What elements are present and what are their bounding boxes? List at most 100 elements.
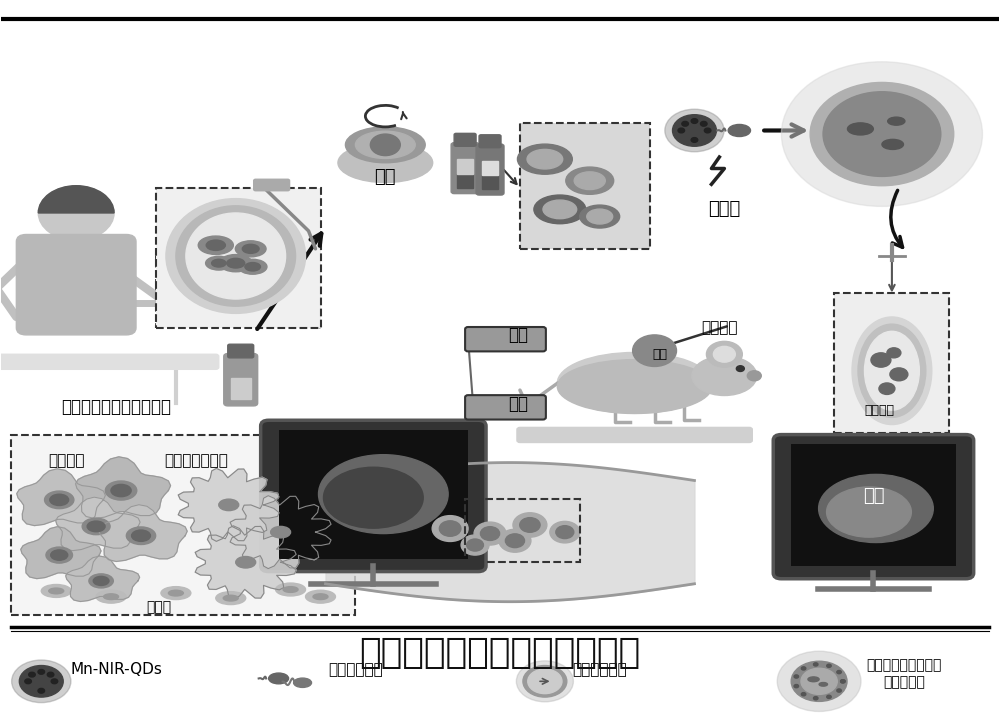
Ellipse shape: [245, 263, 260, 271]
FancyBboxPatch shape: [476, 144, 504, 195]
Circle shape: [890, 368, 908, 381]
Circle shape: [691, 138, 698, 143]
FancyBboxPatch shape: [791, 444, 956, 566]
Text: 肿瘤: 肿瘤: [337, 336, 360, 355]
Ellipse shape: [126, 527, 156, 544]
Circle shape: [823, 91, 941, 176]
Ellipse shape: [269, 673, 289, 684]
Polygon shape: [17, 469, 105, 526]
Ellipse shape: [105, 481, 137, 500]
Circle shape: [713, 346, 735, 362]
FancyBboxPatch shape: [156, 188, 320, 328]
Ellipse shape: [235, 240, 266, 257]
Circle shape: [781, 62, 982, 207]
Circle shape: [38, 670, 45, 674]
Ellipse shape: [323, 467, 423, 528]
Circle shape: [813, 697, 818, 700]
Circle shape: [691, 119, 698, 123]
Text: 体液（外周血，唾液等）: 体液（外周血，唾液等）: [61, 397, 171, 415]
FancyBboxPatch shape: [482, 175, 498, 189]
Ellipse shape: [543, 200, 577, 219]
FancyBboxPatch shape: [0, 354, 219, 369]
Ellipse shape: [168, 590, 183, 596]
FancyBboxPatch shape: [482, 161, 498, 175]
Text: 肿瘤细胞: 肿瘤细胞: [48, 453, 84, 468]
Circle shape: [499, 529, 531, 552]
Text: 用于肿瘤诊疗的双向示踪平台: 用于肿瘤诊疗的双向示踪平台: [359, 636, 641, 670]
Ellipse shape: [87, 521, 105, 532]
Ellipse shape: [271, 526, 291, 538]
Circle shape: [841, 680, 845, 683]
Circle shape: [516, 661, 573, 702]
Polygon shape: [195, 526, 296, 599]
Ellipse shape: [212, 259, 226, 267]
Text: 磁铁: 磁铁: [508, 326, 528, 344]
Circle shape: [871, 353, 891, 367]
Wedge shape: [38, 186, 114, 213]
Ellipse shape: [276, 583, 306, 596]
Ellipse shape: [238, 259, 267, 274]
Circle shape: [801, 667, 806, 670]
Circle shape: [474, 522, 506, 545]
Circle shape: [467, 539, 483, 551]
Circle shape: [706, 341, 742, 367]
Circle shape: [810, 82, 954, 186]
Ellipse shape: [566, 167, 614, 194]
FancyBboxPatch shape: [254, 179, 290, 191]
Ellipse shape: [858, 324, 926, 418]
Ellipse shape: [45, 491, 74, 508]
Text: 离心: 离心: [375, 168, 396, 186]
Circle shape: [47, 672, 54, 677]
Polygon shape: [230, 495, 331, 569]
Ellipse shape: [313, 594, 328, 600]
FancyBboxPatch shape: [465, 395, 546, 420]
Ellipse shape: [216, 592, 246, 605]
Circle shape: [29, 672, 35, 677]
Polygon shape: [178, 469, 279, 541]
Circle shape: [794, 685, 799, 688]
Text: 静脉注射: 静脉注射: [864, 404, 894, 417]
Ellipse shape: [41, 585, 71, 598]
Ellipse shape: [557, 360, 712, 413]
Ellipse shape: [338, 143, 433, 182]
Text: 近红外线: 近红外线: [701, 320, 738, 336]
Ellipse shape: [104, 594, 119, 600]
Circle shape: [673, 114, 716, 146]
Circle shape: [827, 664, 831, 667]
Ellipse shape: [51, 550, 68, 560]
Ellipse shape: [206, 256, 232, 270]
Ellipse shape: [819, 474, 933, 543]
Ellipse shape: [692, 356, 757, 395]
Circle shape: [801, 693, 806, 696]
FancyBboxPatch shape: [64, 231, 88, 246]
Ellipse shape: [82, 518, 110, 535]
Circle shape: [520, 518, 540, 532]
FancyBboxPatch shape: [261, 420, 486, 572]
Ellipse shape: [166, 199, 306, 313]
Ellipse shape: [242, 244, 259, 253]
Circle shape: [370, 134, 400, 156]
Ellipse shape: [882, 140, 903, 150]
Polygon shape: [66, 556, 140, 601]
Ellipse shape: [283, 587, 298, 593]
Circle shape: [38, 186, 114, 240]
FancyBboxPatch shape: [454, 133, 476, 146]
Ellipse shape: [827, 487, 911, 537]
Circle shape: [813, 663, 818, 666]
Circle shape: [747, 371, 761, 381]
Ellipse shape: [219, 499, 239, 510]
Ellipse shape: [198, 236, 233, 254]
Ellipse shape: [580, 205, 620, 228]
FancyBboxPatch shape: [520, 123, 650, 249]
Ellipse shape: [345, 127, 425, 163]
FancyBboxPatch shape: [457, 174, 473, 188]
Text: 肿瘤: 肿瘤: [652, 348, 667, 361]
Text: 治疗基因片段: 治疗基因片段: [328, 662, 383, 678]
FancyBboxPatch shape: [834, 293, 949, 433]
Circle shape: [51, 679, 58, 684]
Ellipse shape: [728, 125, 751, 137]
Ellipse shape: [111, 485, 131, 497]
Circle shape: [794, 675, 799, 678]
FancyBboxPatch shape: [224, 354, 258, 406]
Text: 肿瘤: 肿瘤: [863, 487, 885, 505]
